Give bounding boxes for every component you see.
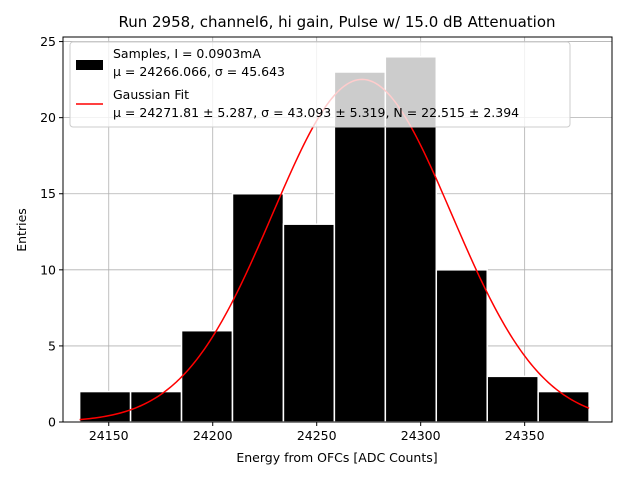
y-tick-label-5: 25 (40, 34, 56, 49)
histogram-bar-0 (78, 390, 132, 423)
x-axis-ticks: 24150 24200 24250 24300 24350 (89, 422, 545, 443)
histogram-bar-3 (231, 192, 285, 423)
y-tick-label-3: 15 (40, 186, 56, 201)
legend-samples-detail: μ = 24266.066, σ = 45.643 (113, 64, 285, 79)
y-axis-label: Entries (14, 208, 29, 252)
legend-swatch-samples (76, 60, 103, 70)
plot-frame (62, 36, 613, 423)
chart-title: Run 2958, channel6, hi gain, Pulse w/ 15… (118, 13, 555, 31)
legend-fit-detail: μ = 24271.81 ± 5.287, σ = 43.093 ± 5.319… (113, 105, 519, 120)
y-tick-label-0: 0 (48, 415, 56, 430)
y-tick-label-4: 20 (40, 110, 56, 125)
x-tick-label-0: 24150 (89, 428, 129, 443)
x-tick-label-4: 24350 (505, 428, 545, 443)
histogram-bar-4 (282, 223, 336, 423)
y-tick-label-1: 5 (48, 338, 56, 353)
legend-fit-label: Gaussian Fit (113, 87, 189, 102)
y-axis-ticks: 0 5 10 15 20 25 (40, 34, 63, 430)
histogram-bar-8 (486, 375, 539, 423)
legend-samples-label: Samples, I = 0.0903mA (113, 46, 261, 61)
x-tick-label-1: 24200 (193, 428, 233, 443)
histogram-bar-7 (435, 269, 488, 423)
x-tick-label-2: 24250 (297, 428, 337, 443)
legend-box (69, 41, 571, 128)
x-tick-label-3: 24300 (401, 428, 441, 443)
legend: Samples, I = 0.0903mA μ = 24266.066, σ =… (69, 41, 571, 128)
y-tick-label-2: 10 (40, 262, 56, 277)
histogram-bar-9 (537, 390, 590, 423)
x-axis-label: Energy from OFCs [ADC Counts] (236, 450, 437, 465)
